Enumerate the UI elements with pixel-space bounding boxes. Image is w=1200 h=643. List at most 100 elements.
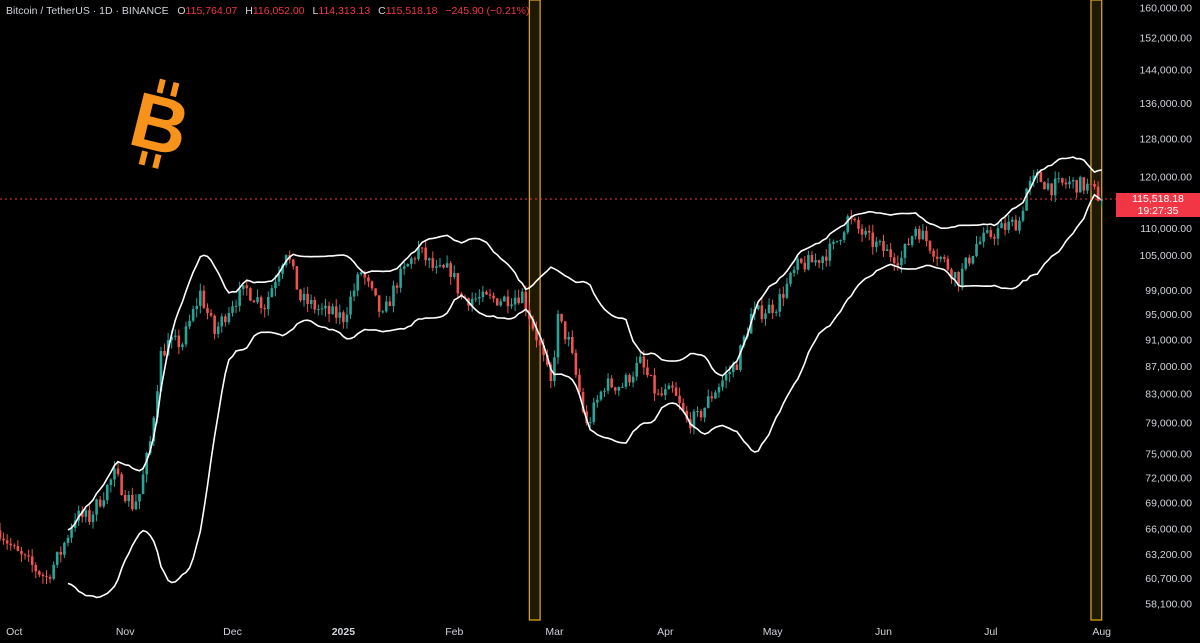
symbol-name[interactable]: Bitcoin / TetherUS · 1D · BINANCE (6, 5, 169, 17)
candle-body (628, 375, 631, 383)
candle-body (334, 306, 338, 318)
candle-body (742, 336, 746, 346)
candle-body (667, 385, 671, 390)
price-tick-label: 60,700.00 (1145, 573, 1192, 585)
candle-body (771, 304, 774, 313)
candle-body (921, 230, 925, 240)
candle-body (939, 257, 943, 259)
candle-body (799, 258, 803, 263)
candle-body (417, 247, 420, 260)
candle-body (20, 550, 23, 555)
candle-body (413, 258, 417, 260)
candle-body (603, 390, 606, 392)
candle-body (538, 340, 542, 346)
candle-body (692, 411, 696, 429)
candle-body (113, 468, 116, 480)
candle-body (274, 281, 277, 289)
candle-body (184, 326, 188, 345)
candle-body (320, 308, 324, 310)
candle-body (259, 297, 263, 308)
candle-body (199, 290, 202, 306)
highlight-period-2 (1090, 0, 1103, 621)
candle-body (188, 320, 191, 327)
candle-body (957, 271, 960, 286)
candle-body (478, 297, 481, 299)
candle-body (513, 297, 517, 305)
candle-body (1003, 223, 1007, 230)
price-axis[interactable]: 160,000.00 152,000.00 144,000.00 136,000.00… (1139, 2, 1192, 610)
candle-body (452, 273, 456, 278)
candle-body (706, 396, 710, 408)
time-tick-label: May (763, 626, 784, 638)
candle-body (27, 555, 30, 557)
candle-body (882, 241, 885, 251)
candle-body (1075, 180, 1078, 193)
candle-body (968, 257, 971, 264)
candle-body (309, 300, 313, 304)
candle-body (903, 243, 907, 258)
candle-body (592, 402, 596, 423)
candle-body (270, 288, 274, 297)
candle-body (900, 257, 903, 266)
candle-body (313, 300, 317, 310)
candle-body (445, 263, 449, 268)
time-tick-label: Mar (545, 626, 564, 638)
candle-body (13, 545, 16, 547)
candle-body (621, 386, 624, 388)
candle-body (560, 313, 563, 322)
candle-body (971, 255, 975, 264)
candle-body (610, 378, 613, 388)
candle-body (295, 266, 299, 290)
time-axis[interactable]: Oct Nov Dec 2025 Feb Mar Apr May Jun Jul Aug (6, 626, 1111, 638)
candle-body (224, 316, 227, 323)
candle-body (896, 263, 900, 266)
candle-body (427, 258, 431, 261)
candle-body (671, 385, 674, 388)
candle-body (563, 321, 567, 340)
candle-body (631, 376, 635, 383)
candle-body (299, 289, 302, 301)
candle-body (70, 527, 73, 538)
candle-body (928, 241, 932, 251)
candle-body (599, 391, 603, 400)
candle-body (792, 269, 796, 273)
candle-body (91, 514, 95, 523)
candle-body (485, 291, 488, 295)
candle-body (492, 295, 495, 299)
low-value: 114,313.13 (318, 5, 371, 17)
candle-body (782, 294, 785, 298)
candle-body (388, 301, 392, 307)
candle-body (703, 407, 706, 418)
price-tick-label: 95,000.00 (1145, 309, 1192, 321)
candle-body (127, 494, 131, 502)
high-value: 116,052.00 (252, 5, 305, 17)
candle-body (306, 293, 309, 304)
candle-body (545, 355, 549, 365)
candle-body (731, 364, 735, 373)
candle-body (889, 249, 892, 258)
candle-body (227, 313, 231, 323)
candle-body (34, 565, 38, 572)
candle-body (857, 220, 860, 229)
candle-body (495, 298, 499, 306)
time-tick-label: Oct (6, 626, 22, 638)
candle-body (917, 228, 921, 240)
candle-body (449, 263, 452, 278)
candle-body (55, 551, 59, 565)
candle-body (907, 243, 910, 245)
price-tick-label: 63,200.00 (1145, 549, 1192, 561)
candle-body (871, 232, 875, 248)
candle-body (141, 474, 145, 495)
candle-body (1078, 177, 1082, 193)
candle-body (48, 576, 52, 579)
candle-body (814, 260, 817, 263)
time-tick-label: Apr (657, 626, 674, 638)
candle-body (431, 258, 435, 268)
candle-body (646, 367, 649, 376)
candle-body (824, 256, 828, 261)
symbol-header: Bitcoin / TetherUS · 1D · BINANCE O115,7… (6, 5, 534, 17)
close-label: C (378, 5, 386, 17)
candle-body (520, 291, 524, 304)
candle-body (817, 260, 821, 263)
